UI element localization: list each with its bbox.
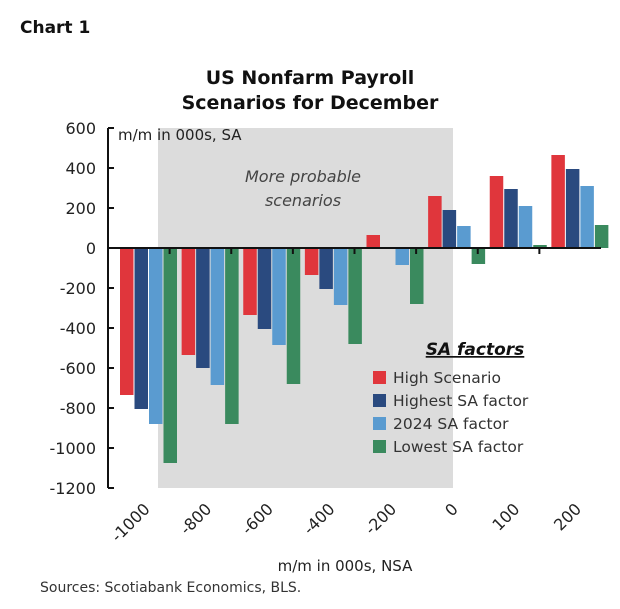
bar-high-scenario xyxy=(120,248,134,395)
x-tick-label: -600 xyxy=(238,499,277,538)
bar-lowest-sa-factor xyxy=(286,248,301,384)
x-tick-label: -800 xyxy=(176,499,215,538)
bar-2024-sa-factor xyxy=(210,248,225,385)
bar-high-scenario xyxy=(551,155,565,248)
legend-swatch xyxy=(373,371,386,384)
bar-highest-sa-factor xyxy=(565,169,580,248)
bar-2024-sa-factor xyxy=(518,206,533,248)
y-tick-label: 600 xyxy=(65,119,96,138)
bar-lowest-sa-factor xyxy=(533,245,547,248)
bar-high-scenario xyxy=(304,248,319,275)
shaded-region-label: More probable xyxy=(245,167,361,186)
chart-title: US Nonfarm Payroll Scenarios for Decembe… xyxy=(140,66,480,116)
y-axis-label: m/m in 000s, SA xyxy=(118,126,242,144)
y-tick-label: -800 xyxy=(60,399,96,418)
bar-2024-sa-factor xyxy=(580,186,594,248)
y-tick-label: 400 xyxy=(65,159,96,178)
bar-2024-sa-factor xyxy=(272,248,286,345)
x-tick-label: 100 xyxy=(488,499,523,534)
bar-highest-sa-factor xyxy=(257,248,272,329)
subtitle-line: Scenarios for December xyxy=(181,92,439,114)
bar-lowest-sa-factor xyxy=(163,248,177,463)
legend-entry: High Scenario xyxy=(393,369,501,387)
bar-high-scenario xyxy=(428,196,442,248)
y-tick-label: -1000 xyxy=(50,439,97,458)
y-tick-label: -400 xyxy=(60,319,96,338)
legend-entry: 2024 SA factor xyxy=(393,415,509,433)
bar-high-scenario xyxy=(181,248,196,355)
y-tick-label: 200 xyxy=(65,199,96,218)
bar-high-scenario xyxy=(243,248,257,315)
y-tick-label: -1200 xyxy=(50,479,97,498)
y-tick-label: -200 xyxy=(60,279,96,298)
x-axis-label: m/m in 000s, NSA xyxy=(278,557,413,575)
bar-2024-sa-factor xyxy=(395,248,409,265)
bar-2024-sa-factor xyxy=(149,248,163,424)
chart-number-label: Chart 1 xyxy=(20,18,91,38)
x-tick-label: -1000 xyxy=(107,499,153,545)
bar-highest-sa-factor xyxy=(442,210,457,248)
x-tick-label: 200 xyxy=(550,499,585,534)
title-line: US Nonfarm Payroll xyxy=(205,67,415,89)
legend-title: SA factors xyxy=(426,340,525,360)
bar-highest-sa-factor xyxy=(504,189,518,248)
bar-lowest-sa-factor xyxy=(348,248,362,344)
legend-swatch xyxy=(373,440,386,453)
bar-high-scenario xyxy=(489,176,504,248)
legend-swatch xyxy=(373,394,386,407)
y-tick-label: 0 xyxy=(86,239,96,258)
x-tick-label: 0 xyxy=(441,499,462,520)
shaded-region-label: scenarios xyxy=(265,191,341,210)
bar-highest-sa-factor xyxy=(134,248,148,409)
x-tick-label: -400 xyxy=(299,499,338,538)
legend-entry: Lowest SA factor xyxy=(393,438,524,456)
bar-highest-sa-factor xyxy=(319,248,333,289)
bar-lowest-sa-factor xyxy=(471,248,486,264)
bar-2024-sa-factor xyxy=(333,248,348,305)
bar-highest-sa-factor xyxy=(196,248,210,368)
y-tick-label: -600 xyxy=(60,359,96,378)
source-note: Sources: Scotiabank Economics, BLS. xyxy=(40,580,302,596)
bar-high-scenario xyxy=(366,235,380,248)
legend-swatch xyxy=(373,417,386,430)
x-tick-label: -200 xyxy=(361,499,400,538)
bar-lowest-sa-factor xyxy=(410,248,424,304)
bar-lowest-sa-factor xyxy=(594,225,609,248)
legend-entry: Highest SA factor xyxy=(393,392,529,410)
bar-2024-sa-factor xyxy=(457,226,471,248)
bar-lowest-sa-factor xyxy=(225,248,239,424)
